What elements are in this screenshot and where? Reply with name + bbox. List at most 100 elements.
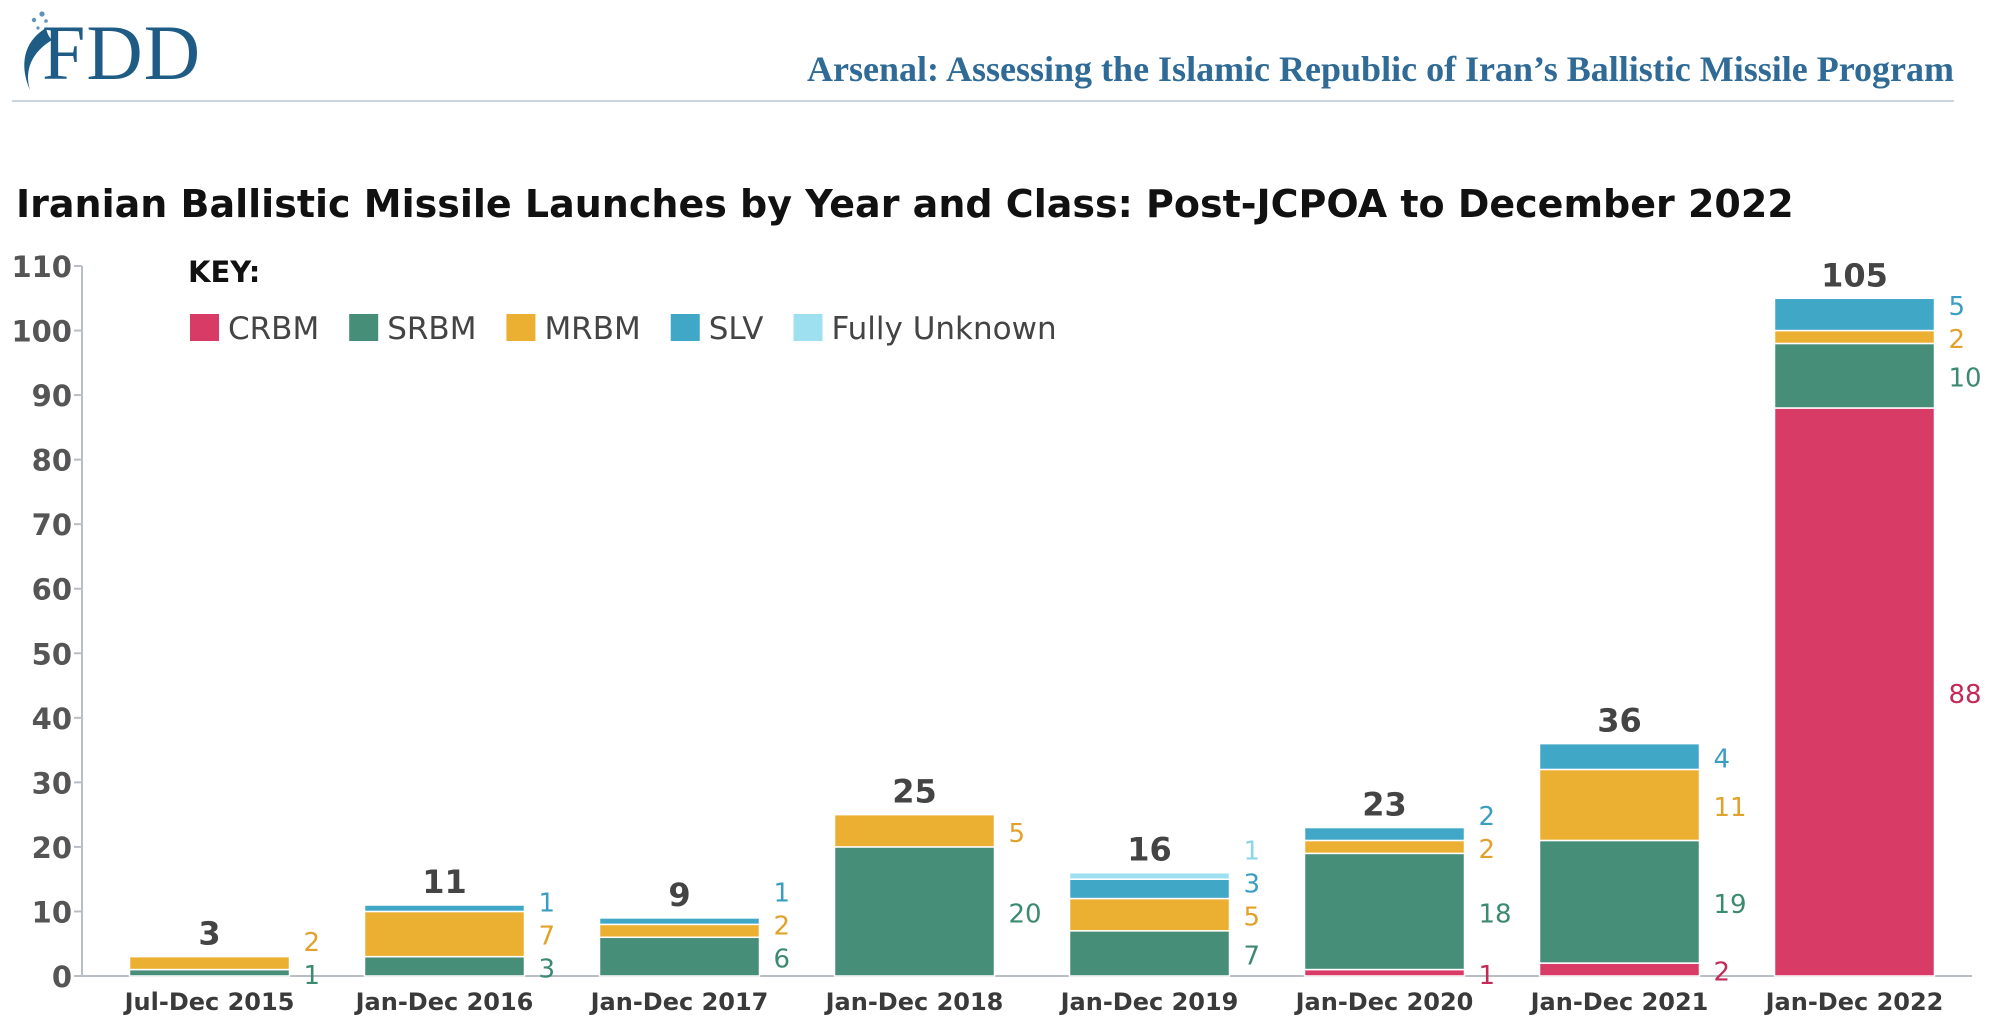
bar-segment-crbm xyxy=(1538,962,1701,977)
segment-value-label: 5 xyxy=(1949,292,1966,322)
bar-segment-srbm xyxy=(1773,342,1936,409)
legend-swatch xyxy=(793,314,823,341)
total-label: 36 xyxy=(1597,702,1642,740)
segment-value-label: 2 xyxy=(1949,325,1966,355)
total-label: 23 xyxy=(1362,786,1407,824)
x-tick-label: Jul-Dec 2015 xyxy=(123,988,295,1016)
segment-value-label: 5 xyxy=(1244,903,1261,933)
bar-segment-mrbm xyxy=(1303,839,1466,855)
x-tick-label: Jan-Dec 2022 xyxy=(1764,988,1944,1016)
y-axis: 0 10 20 30 40 50 60 70 80 90 100 110 xyxy=(11,250,1972,994)
y-tick-label: 40 xyxy=(32,702,72,736)
segment-value-label: 4 xyxy=(1714,745,1731,775)
report-title: Arsenal: Assessing the Islamic Republic … xyxy=(807,49,1954,89)
bar-segment-slv xyxy=(598,917,761,926)
legend-swatch xyxy=(190,314,219,341)
bar-segment-crbm xyxy=(1303,968,1466,977)
x-tick-label: Jan-Dec 2017 xyxy=(589,988,769,1016)
flame-logo-icon xyxy=(24,11,52,90)
total-label: 105 xyxy=(1821,256,1888,294)
segment-value-label: 3 xyxy=(539,954,556,984)
y-tick-label: 0 xyxy=(52,960,72,994)
segment-value-label: 1 xyxy=(539,888,556,918)
total-label: 16 xyxy=(1127,831,1172,869)
y-tick-label: 10 xyxy=(32,895,72,929)
total-label: 25 xyxy=(892,773,937,811)
legend-swatch xyxy=(670,314,700,341)
segment-value-label: 19 xyxy=(1714,890,1747,920)
bar-segment-srbm xyxy=(1068,930,1231,977)
total-label: 11 xyxy=(422,863,467,901)
bars xyxy=(128,297,1936,977)
bar-segment-mrbm xyxy=(833,813,996,848)
segment-value-label: 11 xyxy=(1714,793,1747,823)
segment-value-label: 1 xyxy=(774,879,791,909)
legend-label: SLV xyxy=(709,311,764,347)
bar-segment-slv xyxy=(363,904,526,913)
fdd-logo[interactable]: FDD xyxy=(42,9,202,96)
total-label: 9 xyxy=(668,876,690,914)
bar-segment-mrbm xyxy=(128,955,291,971)
bar-segment-srbm xyxy=(1303,852,1466,971)
segment-value-label: 2 xyxy=(304,928,321,958)
y-tick-label: 100 xyxy=(11,315,72,349)
segment-value-label: 6 xyxy=(774,945,791,975)
bar-segment-srbm xyxy=(833,846,996,977)
total-label: 3 xyxy=(198,915,220,953)
y-tick-label: 50 xyxy=(32,637,72,671)
bar-segment-mrbm xyxy=(363,910,526,958)
segment-value-label: 1 xyxy=(1244,837,1261,867)
bar-segment-srbm xyxy=(363,955,526,977)
bar-segment-slv xyxy=(1068,878,1231,900)
bar-segment-mrbm xyxy=(1773,329,1936,345)
legend-label: Fully Unknown xyxy=(832,311,1057,347)
segment-value-label: 2 xyxy=(1479,835,1496,865)
x-tick-label: Jan-Dec 2016 xyxy=(354,988,534,1016)
segment-value-label: 2 xyxy=(1714,958,1731,988)
segment-value-label: 1 xyxy=(1479,961,1496,991)
header: FDD Arsenal: Assessing the Islamic Repub… xyxy=(0,0,2000,110)
segment-value-label: 7 xyxy=(539,921,556,951)
bar-segment-crbm xyxy=(1773,407,1936,977)
bar-segment-slv xyxy=(1773,297,1936,332)
x-tick-label: Jan-Dec 2019 xyxy=(1059,988,1239,1016)
bar-segment-fully-unknown xyxy=(1068,871,1231,880)
bar-segment-slv xyxy=(1538,742,1701,771)
legend-label: CRBM xyxy=(228,311,319,347)
segment-value-label: 2 xyxy=(774,912,791,942)
legend-swatch xyxy=(349,314,379,341)
y-tick-label: 30 xyxy=(32,766,72,800)
bar-segment-slv xyxy=(1303,826,1466,842)
legend-label: MRBM xyxy=(544,311,640,347)
y-tick-label: 80 xyxy=(32,444,72,478)
segment-value-label: 18 xyxy=(1479,899,1512,929)
segment-value-label: 10 xyxy=(1949,364,1982,394)
y-tick-label: 70 xyxy=(32,508,72,542)
header-divider xyxy=(12,100,1954,102)
segment-value-label: 2 xyxy=(1479,802,1496,832)
bar-segment-srbm xyxy=(598,936,761,977)
y-tick-label: 20 xyxy=(32,831,72,865)
bar-segment-mrbm xyxy=(1068,897,1231,932)
bar-segment-mrbm xyxy=(598,923,761,939)
segment-value-label: 3 xyxy=(1244,870,1261,900)
bar-segment-srbm xyxy=(1538,839,1701,964)
segment-value-label: 20 xyxy=(1009,899,1042,929)
legend: KEY: CRBM SRBM MRBM SLV Fully Unknown xyxy=(188,255,1057,347)
legend-title: KEY: xyxy=(188,255,260,289)
segment-value-label: 88 xyxy=(1949,680,1982,710)
x-tick-label: Jan-Dec 2020 xyxy=(1294,988,1474,1016)
y-tick-label: 110 xyxy=(11,250,72,284)
x-tick-label: Jan-Dec 2021 xyxy=(1529,988,1709,1016)
segment-value-label: 7 xyxy=(1244,941,1261,971)
segment-value-label: 5 xyxy=(1009,819,1026,849)
segment-value-label: 1 xyxy=(304,961,321,991)
y-tick-label: 90 xyxy=(32,379,72,413)
bar-segment-srbm xyxy=(128,968,291,977)
chart-title: Iranian Ballistic Missile Launches by Ye… xyxy=(16,182,1794,226)
y-tick-label: 60 xyxy=(32,573,72,607)
bar-segment-mrbm xyxy=(1538,768,1701,842)
x-tick-label: Jan-Dec 2018 xyxy=(824,988,1004,1016)
